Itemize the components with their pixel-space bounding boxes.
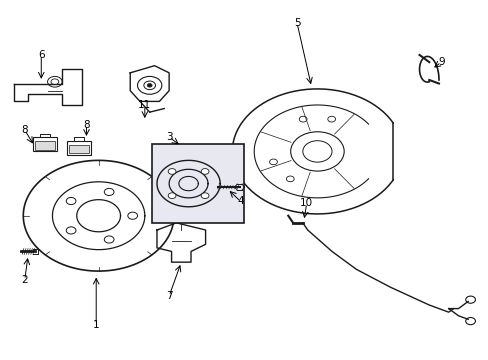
Circle shape — [66, 197, 76, 204]
Circle shape — [299, 116, 306, 122]
Text: 10: 10 — [300, 198, 313, 208]
Circle shape — [127, 212, 137, 219]
Text: 9: 9 — [437, 57, 444, 67]
Circle shape — [104, 236, 114, 243]
Circle shape — [465, 296, 474, 303]
Circle shape — [143, 81, 155, 90]
Bar — [35, 141, 55, 150]
Circle shape — [286, 176, 294, 182]
Bar — [69, 145, 89, 153]
Text: 5: 5 — [293, 18, 300, 28]
Circle shape — [290, 132, 344, 171]
Bar — [67, 141, 91, 155]
Circle shape — [168, 193, 176, 199]
Circle shape — [269, 159, 277, 165]
Circle shape — [327, 116, 335, 122]
Circle shape — [302, 141, 331, 162]
Circle shape — [47, 76, 62, 87]
Circle shape — [201, 193, 208, 199]
Text: 6: 6 — [38, 50, 44, 60]
Text: 4: 4 — [237, 197, 244, 206]
Circle shape — [147, 84, 152, 87]
Text: 11: 11 — [138, 100, 151, 110]
Text: 3: 3 — [165, 132, 172, 142]
Text: 8: 8 — [83, 120, 90, 130]
Circle shape — [137, 76, 162, 94]
Circle shape — [465, 318, 474, 325]
Circle shape — [201, 168, 208, 174]
Text: 2: 2 — [21, 275, 28, 285]
Text: 8: 8 — [21, 125, 28, 135]
Circle shape — [168, 168, 176, 174]
Circle shape — [51, 79, 59, 85]
Circle shape — [66, 227, 76, 234]
Bar — [152, 144, 244, 223]
Circle shape — [104, 188, 114, 195]
Text: 7: 7 — [165, 291, 172, 301]
Text: 1: 1 — [93, 320, 100, 330]
Bar — [33, 137, 57, 152]
